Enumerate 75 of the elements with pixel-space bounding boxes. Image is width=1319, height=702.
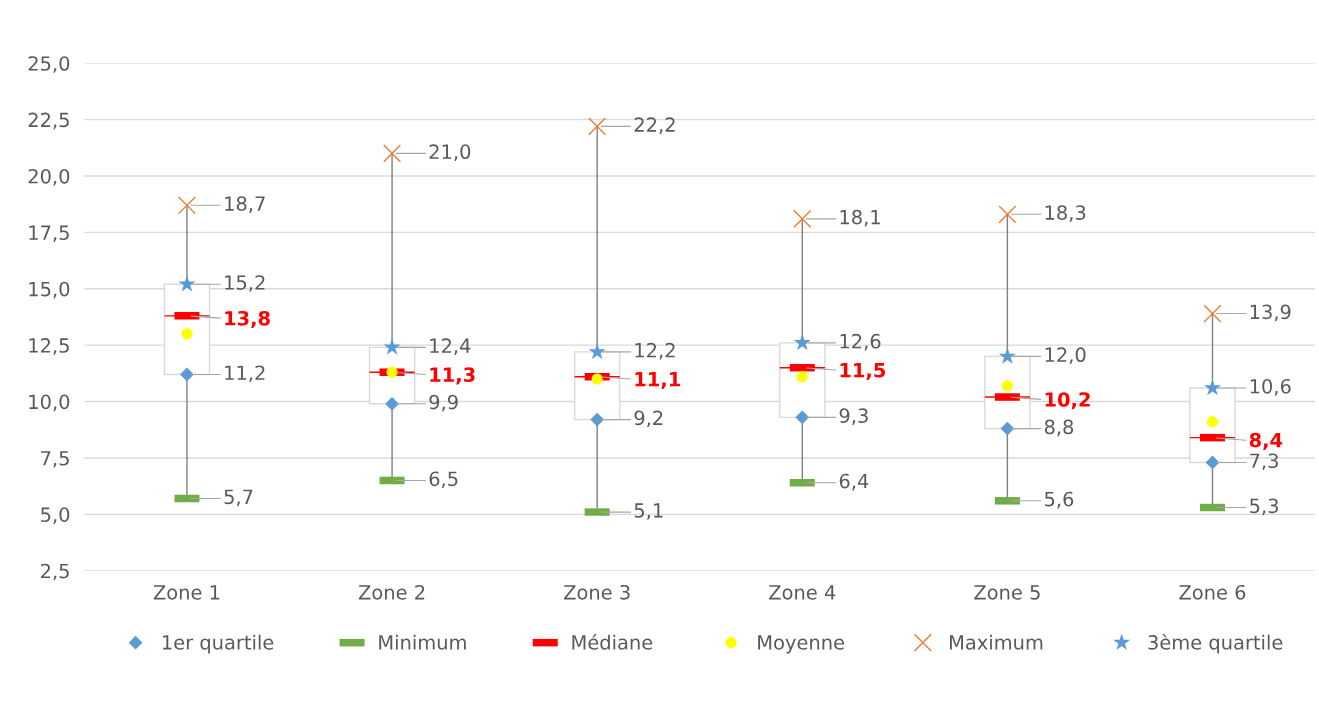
point <box>591 373 603 385</box>
data-label: 12,6 <box>840 333 881 351</box>
data-label: 7,3 <box>1250 453 1278 471</box>
y-tick-label: 12,5 <box>29 338 69 355</box>
point <box>177 196 196 215</box>
point <box>590 412 605 427</box>
data-label: 10,6 <box>1250 378 1291 396</box>
point <box>588 117 607 136</box>
point <box>1001 380 1013 392</box>
y-tick-label: 10,0 <box>29 394 70 412</box>
data-label: 15,2 <box>225 275 265 292</box>
x-tick-label: Zone 6 <box>1179 584 1246 600</box>
data-label: 21,0 <box>429 144 471 162</box>
y-tick-label: 7,5 <box>41 451 69 468</box>
data-label: 12,2 <box>635 342 675 360</box>
data-label: 5,7 <box>224 489 253 507</box>
point <box>1000 421 1015 436</box>
point <box>181 328 193 340</box>
data-label: 5,6 <box>1045 491 1074 509</box>
data-label: 8,8 <box>1044 419 1074 437</box>
data-label: 11,3 <box>430 367 475 385</box>
data-label: 18,3 <box>1045 205 1086 222</box>
data-label: 18,7 <box>225 196 265 213</box>
point <box>383 338 401 355</box>
point <box>178 275 196 292</box>
data-label: 10,2 <box>1045 392 1090 410</box>
x-tick-label: Zone 5 <box>974 585 1040 600</box>
y-tick-label: 25,0 <box>28 56 70 73</box>
data-label: 11,1 <box>635 372 680 390</box>
data-label: 12,0 <box>1045 347 1086 365</box>
y-tick-label: 15,0 <box>29 281 70 299</box>
y-tick-label: 17,5 <box>29 225 69 243</box>
x-tick-label: Zone 3 <box>564 584 630 600</box>
data-label: 9,3 <box>839 408 868 425</box>
legend-label: Médiane <box>572 633 653 650</box>
data-label: 5,3 <box>1250 498 1278 516</box>
point <box>795 410 810 425</box>
y-tick-label: 2,5 <box>41 563 69 581</box>
legend-label: Minimum <box>379 634 466 650</box>
data-label: 12,4 <box>430 338 471 356</box>
point <box>385 396 399 411</box>
data-label: 5,1 <box>634 503 663 520</box>
data-label: 11,2 <box>225 365 265 383</box>
point <box>793 209 812 228</box>
point <box>383 144 402 163</box>
data-label: 18,1 <box>840 209 880 227</box>
x-tick-label: Zone 1 <box>153 585 220 600</box>
data-label: 9,9 <box>429 394 458 412</box>
data-label: 9,2 <box>634 410 663 428</box>
data-label: 11,5 <box>840 363 886 380</box>
point <box>588 342 606 360</box>
data-label: 13,9 <box>1250 304 1291 322</box>
y-tick-label: 20,0 <box>28 168 70 186</box>
legend-label: Maximum <box>950 634 1043 650</box>
data-label: 6,4 <box>839 473 869 491</box>
data-label: 6,5 <box>429 471 458 489</box>
point <box>1206 416 1219 428</box>
point <box>998 347 1016 364</box>
data-label: 8,4 <box>1249 432 1283 450</box>
x-tick-label: Zone 2 <box>358 584 425 600</box>
y-tick-label: 22,5 <box>28 112 69 130</box>
legend-label: 3ème quartile <box>1148 633 1283 654</box>
x-tick-label: Zone 4 <box>769 585 836 600</box>
data-label: 22,2 <box>634 117 675 134</box>
point <box>796 371 808 383</box>
point <box>386 366 398 378</box>
y-tick-label: 5,0 <box>41 507 70 524</box>
point <box>1203 378 1222 396</box>
legend-label: Moyenne <box>758 635 844 654</box>
point <box>1203 304 1222 323</box>
legend-label: 1er quartile <box>162 634 274 654</box>
point <box>180 367 194 382</box>
point <box>793 333 811 351</box>
data-label: 13,8 <box>225 310 270 329</box>
point <box>998 205 1017 224</box>
